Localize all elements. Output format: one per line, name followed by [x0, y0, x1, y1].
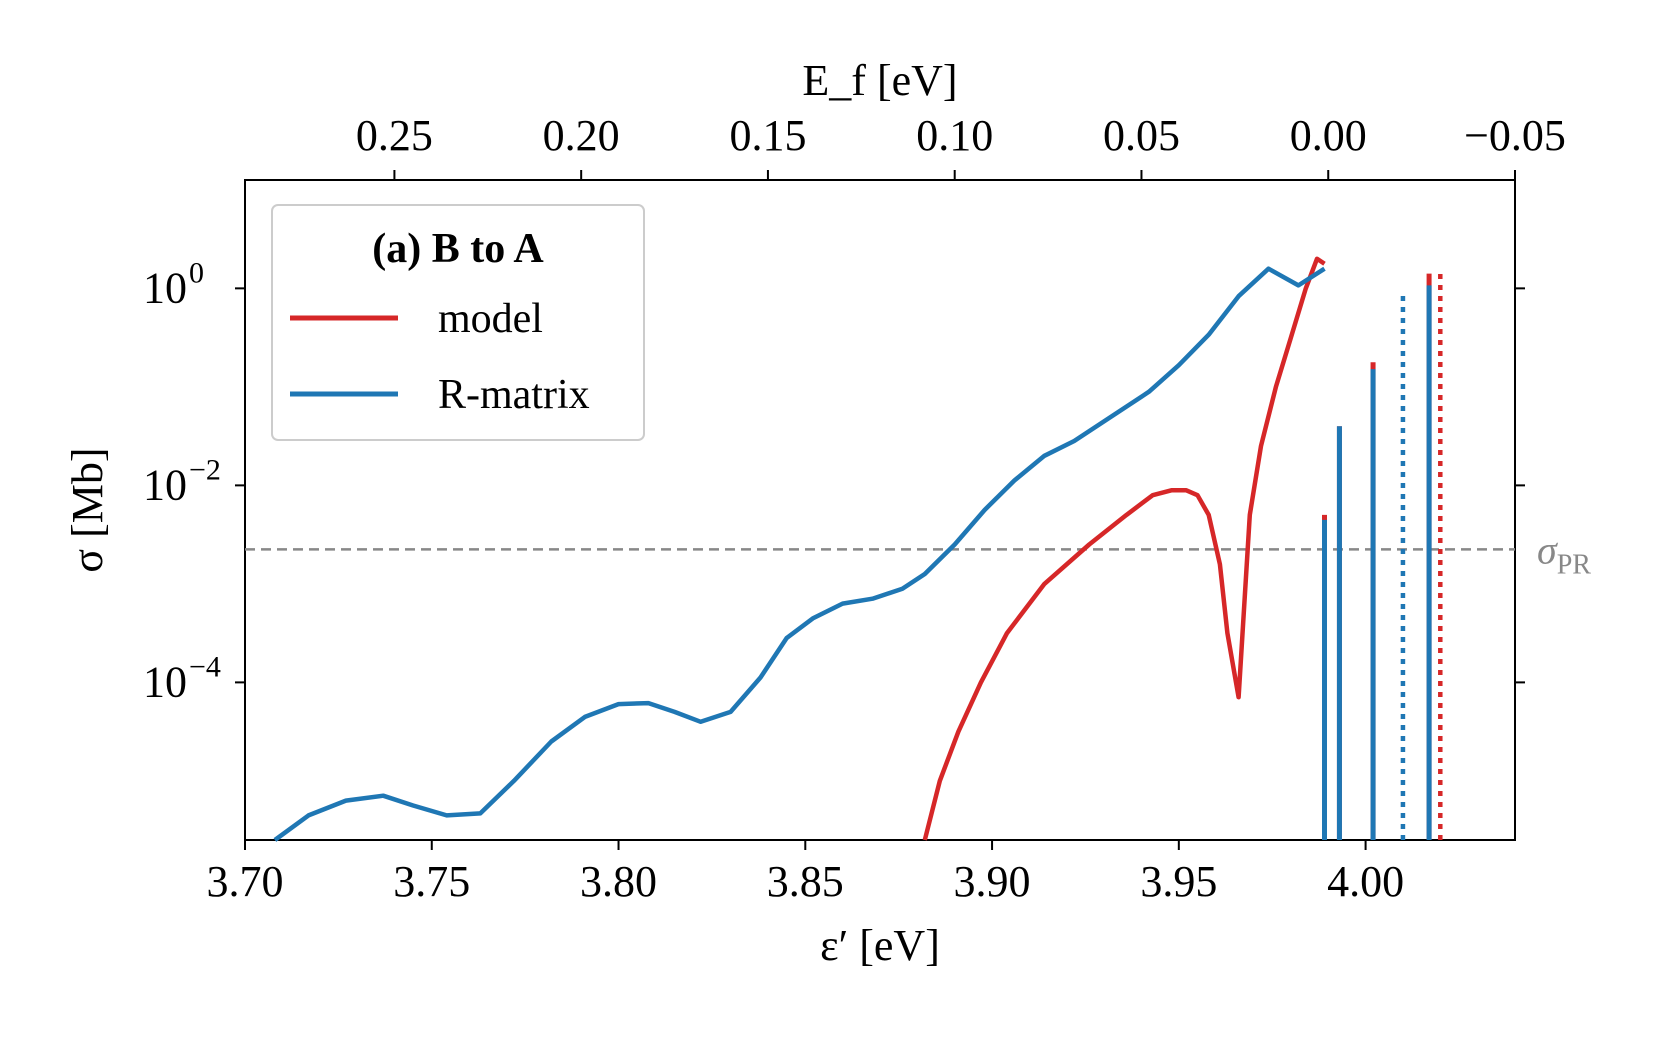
x2-tick-label-6: −0.05	[1464, 111, 1566, 160]
x2-tick-label-4: 0.05	[1103, 111, 1180, 160]
y-tick-label-exp-2: −4	[189, 650, 221, 683]
x-axis-label-text: ε′ [eV]	[820, 921, 940, 970]
series-line-model	[922, 256, 1326, 841]
legend-box	[271, 204, 645, 441]
y-tick-label-2: 10	[143, 657, 187, 706]
x2-tick-label-1: 0.20	[543, 111, 620, 160]
legend-title-text: B to A	[432, 226, 545, 272]
y-tick-label-0: 10	[143, 263, 187, 312]
x-tick-label-2: 3.80	[580, 857, 657, 906]
y-tick-label-exp-1: −2	[189, 453, 221, 486]
x-tick-label-0: 3.70	[207, 857, 284, 906]
y-tick-label-exp-0: 0	[189, 256, 204, 289]
x-tick-label-3: 3.85	[767, 857, 844, 906]
series-line-rmatrix	[273, 266, 1326, 842]
y-axis-label-text: σ [Mb]	[63, 447, 112, 572]
x-tick-label-6: 4.00	[1327, 857, 1404, 906]
y-tick-label-1: 10	[143, 460, 187, 509]
series-layer	[273, 256, 1326, 842]
sigma-pr-label: σPR	[1537, 527, 1591, 580]
x-axis-bottom: 3.70 3.75 3.80 3.85 3.90 3.95 4.00	[207, 840, 1404, 906]
x2-axis-label-text: E_f [eV]	[802, 56, 957, 105]
x-tick-label-5: 3.95	[1140, 857, 1217, 906]
legend-title-prefix: (a)	[372, 226, 421, 272]
x2-axis-label: E_f [eV]	[802, 56, 957, 105]
x-tick-label-4: 3.90	[954, 857, 1031, 906]
x-axis-label: ε′ [eV]	[820, 921, 940, 970]
x-tick-label-1: 3.75	[393, 857, 470, 906]
x2-tick-label-5: 0.00	[1290, 111, 1367, 160]
x-axis-top: 0.25 0.20 0.15 0.10 0.05 0.00 −0.05	[356, 111, 1566, 180]
legend-label-rmatrix: R-matrix	[438, 372, 590, 418]
y-axis-label: σ [Mb]	[63, 447, 112, 572]
stick-layer	[1322, 273, 1443, 840]
x2-tick-label-2: 0.15	[729, 111, 806, 160]
legend: (a) B to A model R-matrix	[271, 204, 645, 441]
sigma-pr-symbol: σ	[1537, 527, 1558, 572]
x2-tick-label-0: 0.25	[356, 111, 433, 160]
legend-title: (a) B to A	[372, 226, 544, 272]
x2-tick-label-3: 0.10	[916, 111, 993, 160]
legend-label-model: model	[438, 296, 543, 342]
sigma-pr-subscript: PR	[1557, 549, 1592, 580]
